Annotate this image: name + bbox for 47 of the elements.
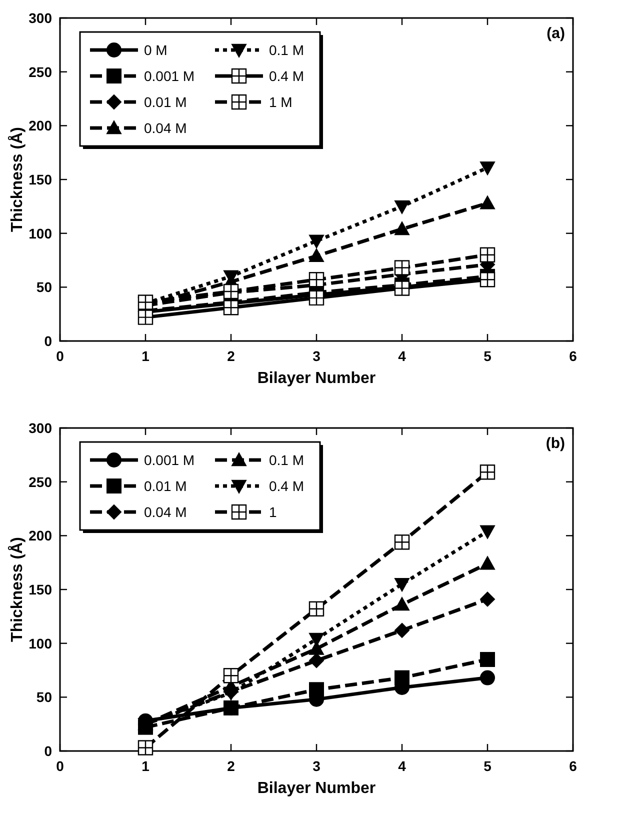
x-tick-label: 1 <box>142 758 150 774</box>
y-tick-label: 100 <box>28 225 52 242</box>
legend-label: 0.4 M <box>269 478 304 494</box>
y-tick-label: 150 <box>28 172 52 188</box>
legend-label: 0.1 M <box>269 42 304 58</box>
annotation: (a) <box>546 25 565 42</box>
y-tick-label: 50 <box>36 689 52 706</box>
y-tick-label: 0 <box>44 333 52 349</box>
x-tick-label: 2 <box>227 758 236 774</box>
x-axis-title: Bilayer Number <box>257 780 376 797</box>
x-tick-label: 0 <box>56 758 64 774</box>
x-tick-label: 5 <box>484 348 492 364</box>
y-axis-title: Thickness (Å) <box>7 127 26 232</box>
y-tick-label: 50 <box>36 279 52 296</box>
y-tick-label: 300 <box>28 10 52 26</box>
legend-label: 1 <box>269 504 277 520</box>
y-axis-title: Thickness (Å) <box>7 537 26 642</box>
legend-label: 0.01 M <box>144 478 187 494</box>
legend-label: 0.4 M <box>269 68 304 84</box>
legend-label: 0.1 M <box>269 452 304 468</box>
legend-label: 0.001 M <box>144 68 195 84</box>
y-tick-label: 150 <box>28 582 52 598</box>
x-tick-label: 4 <box>398 758 406 774</box>
x-axis-title: Bilayer Number <box>257 370 376 387</box>
x-tick-label: 1 <box>142 348 150 364</box>
y-tick-label: 200 <box>28 118 52 134</box>
x-tick-label: 0 <box>56 348 64 364</box>
y-tick-label: 0 <box>44 743 52 759</box>
legend-label: 0.04 M <box>144 120 187 136</box>
x-tick-label: 3 <box>312 758 321 774</box>
y-tick-label: 100 <box>28 635 52 652</box>
y-tick-label: 250 <box>28 474 52 490</box>
legend-label: 0 M <box>144 42 168 58</box>
x-tick-label: 6 <box>569 348 578 364</box>
x-tick-label: 6 <box>569 758 578 774</box>
annotation: (b) <box>546 435 565 452</box>
legend-label: 0.01 M <box>144 94 187 110</box>
x-tick-label: 3 <box>312 348 321 364</box>
legend-label: 0.001 M <box>144 452 195 468</box>
legend-label: 0.04 M <box>144 504 187 520</box>
x-tick-label: 4 <box>398 348 406 364</box>
x-tick-label: 2 <box>227 348 236 364</box>
y-tick-label: 300 <box>28 420 52 436</box>
y-tick-label: 250 <box>28 64 52 80</box>
y-tick-label: 200 <box>28 528 52 544</box>
x-tick-label: 5 <box>484 758 492 774</box>
legend-label: 1 M <box>269 94 292 110</box>
